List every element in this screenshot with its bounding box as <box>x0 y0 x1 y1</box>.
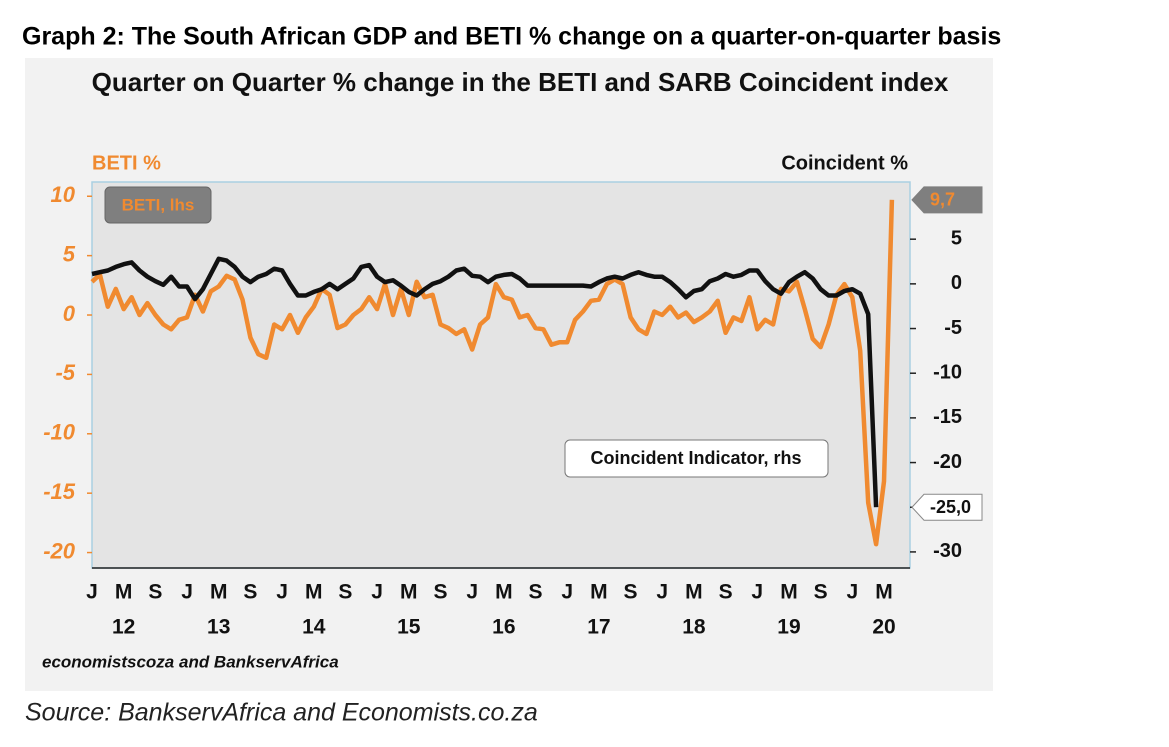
x-group-label: 19 <box>777 616 800 639</box>
x-tick-label: S <box>529 581 543 604</box>
x-tick-label: S <box>814 581 828 604</box>
x-tick-label: J <box>656 581 668 604</box>
value-label: 9,7 <box>930 190 955 210</box>
y2-tick-label: -5 <box>944 317 962 339</box>
x-tick-label: S <box>148 581 162 604</box>
x-tick-label: J <box>846 581 858 604</box>
y-tick-label: -15 <box>43 479 76 504</box>
x-group-label: 17 <box>587 616 610 639</box>
x-tick-label: M <box>685 581 703 604</box>
x-group-label: 15 <box>397 616 421 639</box>
series-line <box>91 256 879 508</box>
y-tick-label: 0 <box>63 301 76 326</box>
y-tick-label: -5 <box>55 360 75 385</box>
x-tick-label: M <box>590 581 608 604</box>
x-tick-label: J <box>86 581 98 604</box>
x-tick-label: J <box>371 581 383 604</box>
x-tick-label: S <box>433 581 447 604</box>
x-tick-label: M <box>780 581 798 604</box>
legend-box <box>564 439 829 478</box>
x-group-label: 14 <box>302 616 326 639</box>
x-group-label: 12 <box>112 616 135 639</box>
x-group-label: 20 <box>872 616 895 639</box>
y-tick-label: 10 <box>51 182 76 207</box>
y2-tick-label: -10 <box>933 361 962 383</box>
x-tick-label: S <box>243 581 257 604</box>
legend-box <box>104 186 212 224</box>
plot-area <box>91 181 911 569</box>
y-axis-title: BETI % <box>92 152 161 174</box>
y2-tick-label: 0 <box>951 272 962 294</box>
x-tick-label: J <box>181 581 193 604</box>
legend-label: BETI, lhs <box>122 195 195 214</box>
heading: Graph 2: The South African GDP and BETI … <box>22 23 1001 51</box>
x-tick-label: M <box>875 581 893 604</box>
value-label: -25,0 <box>930 497 971 517</box>
x-tick-label: M <box>495 581 513 604</box>
x-tick-label: M <box>400 581 418 604</box>
x-group-label: 13 <box>207 616 230 639</box>
x-group-label: 16 <box>492 616 515 639</box>
y-tick-label: -20 <box>43 538 76 563</box>
y2-axis-title: Coincident % <box>781 152 908 174</box>
x-tick-label: M <box>305 581 323 604</box>
x-tick-label: J <box>561 581 573 604</box>
credit: economistscoza and BankservAfrica <box>42 652 339 671</box>
x-tick-label: M <box>115 581 133 604</box>
source: Source: BankservAfrica and Economists.co… <box>25 699 538 727</box>
y2-tick-label: 5 <box>951 227 962 249</box>
value-tag <box>911 186 983 214</box>
x-group-label: 18 <box>682 616 706 639</box>
series-line <box>90 199 895 547</box>
y-tick-label: -10 <box>43 420 76 445</box>
x-tick-label: J <box>466 581 478 604</box>
x-tick-label: S <box>719 581 733 604</box>
x-tick-label: J <box>276 581 288 604</box>
x-tick-label: S <box>624 581 638 604</box>
y-tick-label: 5 <box>63 241 76 266</box>
x-tick-label: S <box>338 581 352 604</box>
y2-tick-label: -15 <box>933 406 962 428</box>
legend-label: Coincident Indicator, rhs <box>590 448 801 468</box>
y2-tick-label: -20 <box>933 451 962 473</box>
value-tag <box>911 493 983 521</box>
y2-tick-label: -30 <box>933 540 962 562</box>
x-tick-label: M <box>210 581 228 604</box>
chart-title: Quarter on Quarter % change in the BETI … <box>91 67 949 97</box>
x-tick-label: J <box>751 581 763 604</box>
